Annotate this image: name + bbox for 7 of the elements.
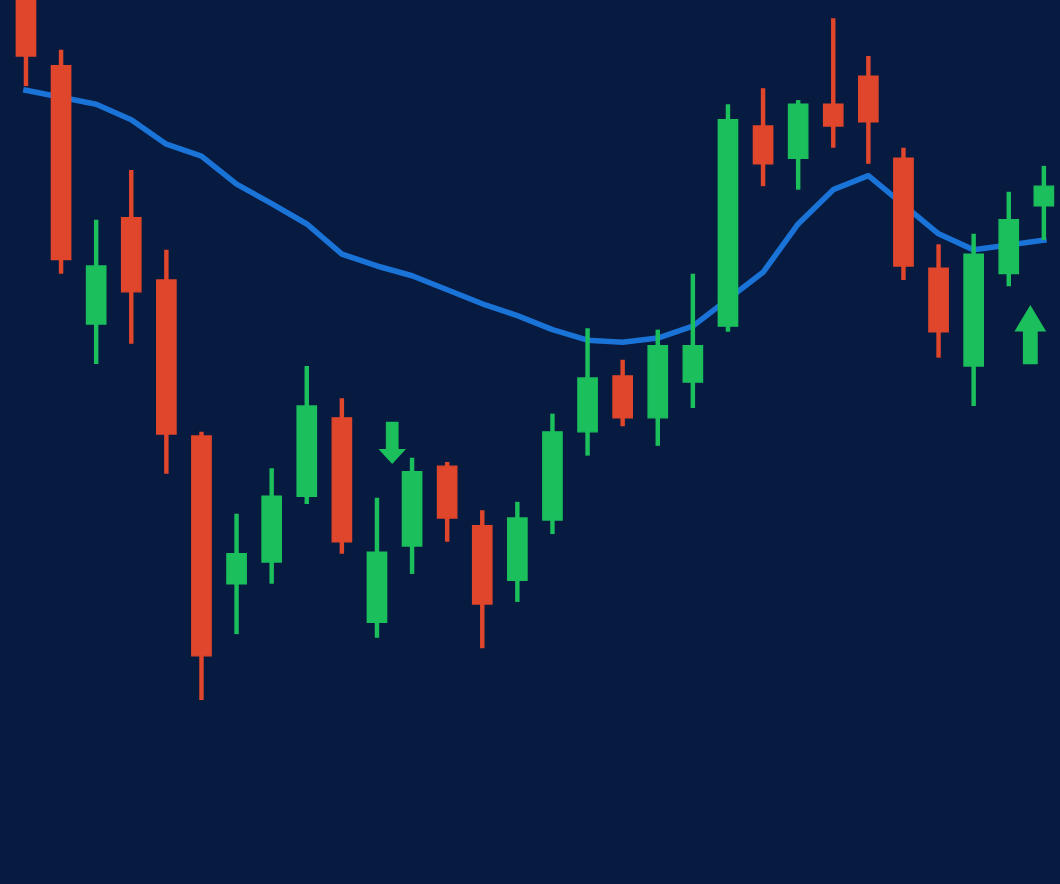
candlestick: [612, 357, 634, 429]
candlestick: [822, 15, 844, 150]
candlestick: [752, 85, 774, 189]
candlestick: [682, 271, 704, 411]
candlestick: [1033, 163, 1055, 243]
candlestick: [858, 53, 879, 166]
candlestick: [226, 511, 247, 637]
